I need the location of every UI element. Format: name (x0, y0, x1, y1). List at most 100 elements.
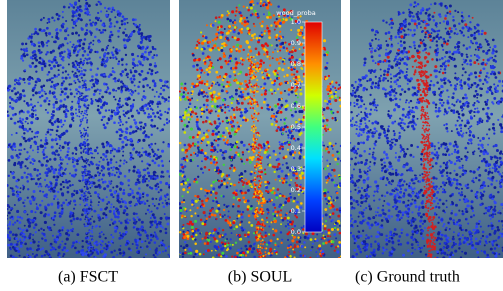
point (238, 11, 240, 13)
point (260, 159, 262, 161)
point (233, 80, 235, 82)
point (199, 198, 201, 200)
point (204, 152, 207, 155)
point (86, 162, 88, 164)
point (107, 163, 109, 165)
point (260, 167, 262, 169)
point (118, 122, 120, 124)
point (84, 139, 86, 141)
point (235, 10, 237, 12)
point (205, 250, 207, 252)
point (55, 61, 58, 64)
point (150, 124, 152, 126)
point (232, 203, 234, 205)
point (86, 148, 88, 150)
point (12, 176, 15, 179)
point (75, 88, 78, 91)
point (132, 169, 135, 172)
point (141, 107, 144, 110)
point (56, 238, 59, 241)
point (43, 99, 46, 102)
point (202, 96, 204, 98)
point (92, 252, 94, 254)
point (264, 202, 266, 204)
point (331, 240, 334, 243)
point (79, 49, 81, 51)
point (207, 129, 209, 131)
point (137, 233, 139, 235)
point (46, 196, 48, 198)
point (96, 186, 99, 189)
point (157, 149, 159, 151)
point (40, 85, 43, 88)
point (257, 120, 259, 122)
point (85, 158, 87, 160)
point (51, 167, 54, 170)
point (68, 6, 70, 8)
point (86, 111, 88, 113)
point (164, 111, 166, 113)
point (14, 83, 16, 85)
point (166, 193, 169, 196)
point (62, 124, 64, 126)
point (94, 191, 97, 194)
point (210, 241, 212, 243)
point (30, 178, 32, 180)
point (54, 153, 56, 155)
point (291, 56, 294, 59)
point (110, 203, 112, 205)
point (340, 160, 342, 162)
point (143, 169, 145, 171)
point (79, 81, 81, 83)
point (121, 141, 124, 144)
point (261, 94, 263, 96)
point (268, 147, 270, 149)
point (333, 199, 335, 201)
point (86, 114, 88, 116)
point (68, 57, 70, 59)
point (44, 146, 47, 149)
point (289, 223, 291, 225)
point (84, 186, 86, 188)
point (334, 249, 336, 251)
point (121, 59, 123, 61)
point (45, 156, 48, 159)
point (45, 32, 48, 35)
point (242, 109, 244, 111)
point (133, 99, 135, 101)
point (10, 248, 12, 250)
point (7, 204, 10, 207)
point (286, 47, 288, 49)
point (62, 72, 64, 74)
point (338, 84, 340, 86)
point (225, 239, 227, 241)
point (229, 148, 232, 151)
point (278, 205, 281, 208)
point (110, 158, 113, 161)
point (58, 74, 60, 76)
point (11, 187, 13, 189)
point (249, 74, 251, 76)
point (149, 156, 151, 158)
point (8, 223, 11, 226)
point (85, 95, 87, 97)
point (94, 89, 97, 92)
point (339, 207, 342, 210)
point (107, 87, 109, 89)
point (253, 151, 255, 153)
point (324, 189, 327, 192)
point (266, 156, 269, 159)
point (333, 93, 335, 95)
point (251, 63, 253, 65)
point (224, 112, 226, 114)
point (168, 100, 170, 102)
point (266, 141, 269, 144)
point (197, 165, 199, 167)
point (237, 235, 239, 237)
point (120, 245, 122, 247)
point (297, 138, 300, 141)
point (337, 163, 339, 165)
point (199, 241, 201, 243)
point (161, 150, 164, 153)
point (228, 25, 231, 28)
